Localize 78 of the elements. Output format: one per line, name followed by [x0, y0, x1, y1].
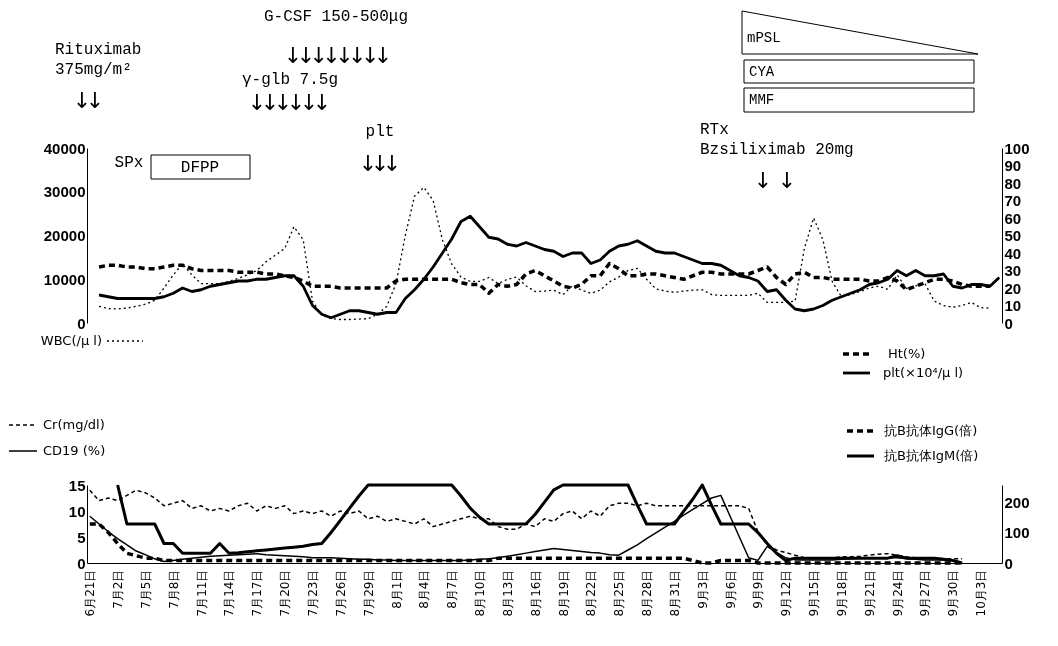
legend-label: Cr(mg/dl): [43, 417, 105, 432]
text: plt: [365, 123, 395, 141]
x-tick-label: 8月31日: [667, 569, 682, 617]
text: CYA: [749, 64, 775, 80]
x-tick-label: 9月24日: [890, 569, 905, 617]
text: MMF: [749, 92, 775, 108]
y2-tick-label: 10: [1004, 297, 1022, 314]
y2-tick-label: 0: [1004, 314, 1013, 332]
x-tick-label: 7月17日: [250, 569, 265, 617]
x-tick-label: 7月23日: [306, 569, 320, 617]
x-tick-label: 9月21日: [862, 569, 877, 617]
x-tick-label: 6月21日: [83, 569, 98, 617]
legend-label: 抗B抗体IgM(倍): [884, 448, 979, 463]
x-tick-label: 8月25日: [612, 569, 627, 617]
y2-tick-label: 80: [1004, 174, 1022, 192]
y2-tick-label: 200: [1004, 493, 1030, 511]
y-tick-label: 10000: [43, 270, 86, 288]
x-tick-label: 8月19日: [556, 569, 571, 617]
text: mPSL: [747, 30, 781, 46]
legend-label: Ht(%): [888, 346, 926, 361]
y-tick-label: 5: [77, 528, 86, 546]
x-tick-label: 7月14日: [222, 569, 237, 617]
x-tick-label: 9月27日: [918, 569, 933, 617]
y-tick-label: 40000: [43, 139, 86, 157]
x-tick-label: 7月20日: [278, 569, 293, 617]
x-tick-label: 10月3日: [974, 569, 989, 617]
text: Rituximab 375mg/m²: [55, 41, 142, 79]
y2-tick-label: 0: [1004, 554, 1013, 572]
x-tick-label: 7月29日: [361, 569, 376, 617]
y-tick-label: 15: [68, 476, 86, 494]
y-tick-label: 30000: [43, 183, 86, 201]
annotation: DFPP: [180, 159, 220, 177]
annotation: SPx: [114, 154, 144, 172]
y2-tick-label: 100: [1004, 524, 1030, 542]
legend-label: 抗B抗体IgG(倍): [884, 423, 978, 438]
text: γ-glb 7.5g: [241, 71, 339, 89]
x-tick-label: 7月8日: [166, 569, 181, 609]
y2-tick-label: 30: [1004, 262, 1022, 279]
legend-label: plt(×10⁴/μ l): [883, 365, 964, 380]
x-tick-label: 9月9日: [751, 569, 766, 609]
x-tick-label: 8月10日: [473, 569, 488, 617]
x-tick-label: 7月11日: [194, 569, 209, 617]
y2-tick-label: 50: [1004, 227, 1022, 244]
text: ↓↓: [72, 88, 105, 113]
x-tick-label: 8月4日: [417, 569, 432, 609]
x-tick-label: 9月30日: [946, 569, 961, 617]
x-tick-label: 8月28日: [640, 569, 655, 617]
y2-tick-label: 90: [1004, 157, 1022, 174]
x-tick-label: 9月15日: [807, 569, 822, 617]
y2-tick-label: 70: [1004, 192, 1022, 209]
text: ↓↓↓↓↓↓↓↓: [283, 43, 393, 68]
x-tick-label: 8月22日: [584, 569, 599, 617]
text: ↓↓↓↓↓↓: [247, 90, 332, 115]
x-tick-label: 9月3日: [695, 569, 710, 609]
annotation: ↓: [777, 168, 797, 193]
legend-label: CD19 (%): [43, 443, 106, 458]
text: G-CSF 150-500μg: [263, 8, 409, 26]
x-tick-label: 7月2日: [111, 569, 126, 609]
x-tick-label: 7月26日: [333, 569, 348, 617]
y-tick-label: 20000: [43, 227, 86, 244]
x-tick-label: 8月7日: [445, 569, 460, 609]
y-tick-label: 10: [68, 502, 86, 520]
x-tick-label: 9月6日: [723, 569, 738, 609]
x-tick-label: 7月5日: [138, 569, 153, 609]
annotation: RTx Bzsiliximab 20mg: [700, 121, 854, 159]
x-tick-label: 8月16日: [528, 569, 543, 617]
annotation: ↓: [753, 168, 773, 193]
y-tick-label: 0: [77, 314, 86, 332]
y2-tick-label: 100: [1004, 139, 1030, 157]
y2-tick-label: 40: [1004, 244, 1022, 262]
y2-tick-label: 60: [1004, 209, 1022, 227]
x-tick-label: 8月13日: [500, 569, 515, 617]
series-label: WBC(/μ l): [40, 333, 102, 348]
y2-tick-label: 20: [1004, 279, 1022, 297]
x-tick-label: 9月12日: [779, 569, 794, 617]
x-tick-label: 8月1日: [389, 569, 404, 609]
y-tick-label: 0: [77, 554, 86, 572]
x-tick-label: 9月18日: [834, 569, 849, 617]
